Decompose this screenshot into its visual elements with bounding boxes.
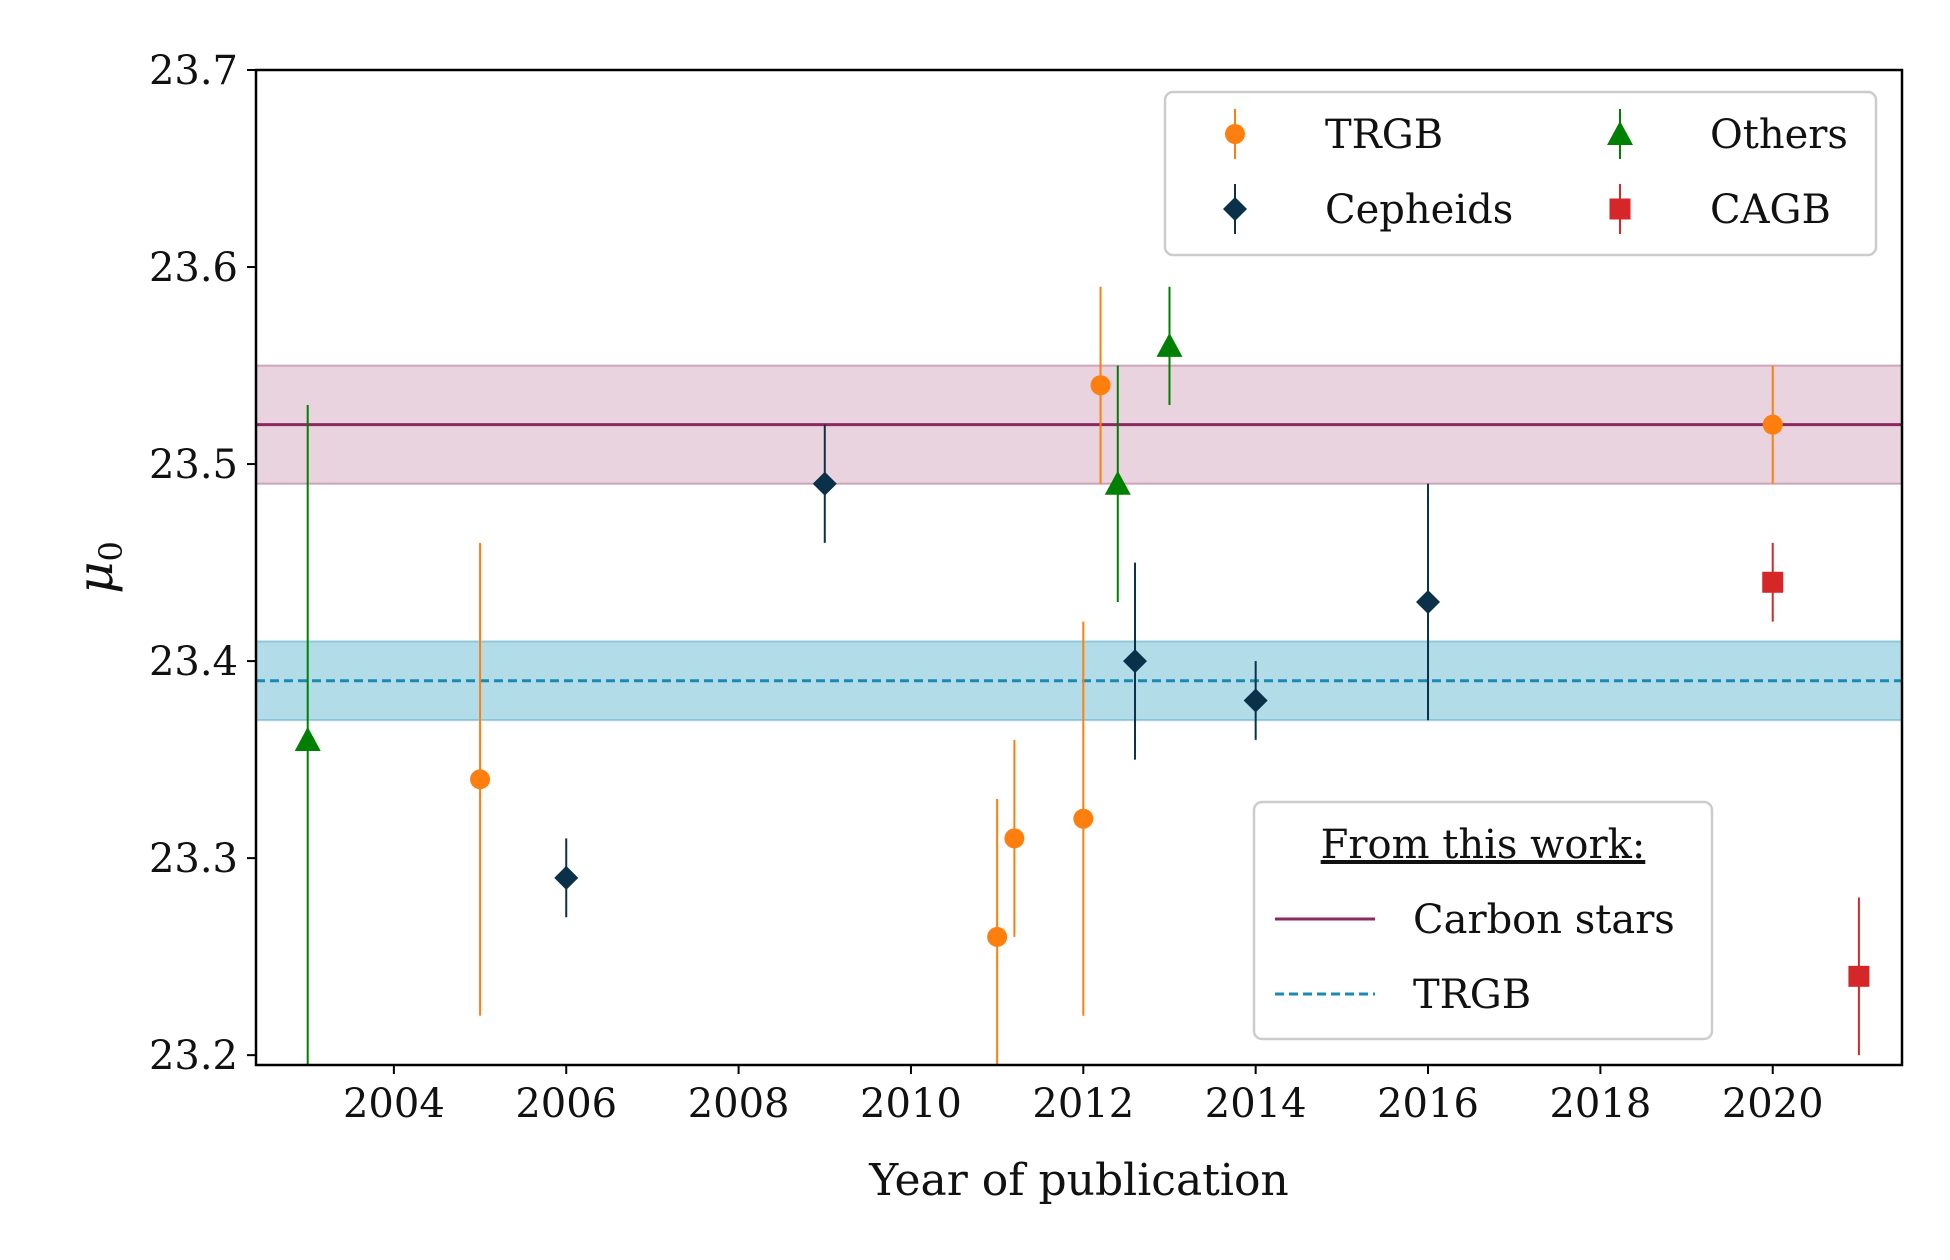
- legend-marker-trgb: [1225, 124, 1245, 144]
- axes-frame: [254, 68, 1904, 1067]
- marker-trgb-0: [470, 769, 491, 790]
- legend-entry-cepheids: Cepheids: [1223, 184, 1513, 234]
- x-tick-label: 2014: [1205, 1081, 1307, 1127]
- y-tick-label: 23.7: [149, 48, 238, 94]
- x-tick-label: 2012: [1032, 1081, 1134, 1127]
- legend-label-others: Others: [1710, 112, 1848, 158]
- plot-area: [256, 286, 1902, 1065]
- x-tick-label: 2016: [1377, 1081, 1479, 1127]
- legend-entry-carbon-stars: Carbon stars: [1275, 897, 1675, 943]
- legend-box: [1163, 90, 1878, 257]
- x-tick-label: 2010: [860, 1081, 962, 1127]
- marker-trgb-5: [1762, 414, 1783, 435]
- marker-cagb-1: [1848, 965, 1870, 987]
- legend-label-trgb: TRGB: [1325, 112, 1443, 158]
- point-trgb-1: [987, 799, 1008, 1065]
- point-cepheids-3: [1243, 661, 1268, 740]
- point-cepheids-1: [812, 424, 837, 543]
- legend-marker-cagb: [1609, 198, 1631, 220]
- marker-trgb-4: [1090, 375, 1111, 396]
- marker-trgb-2: [1004, 828, 1025, 849]
- legend-entry-trgb: TRGB: [1275, 972, 1531, 1018]
- y-tick-label: 23.5: [149, 442, 238, 488]
- legend-label-cagb: CAGB: [1710, 187, 1831, 233]
- marker-cepheids-1: [812, 471, 837, 496]
- point-cepheids-2: [1123, 562, 1148, 760]
- point-cepheids-4: [1416, 483, 1441, 721]
- x-axis-ticks: 2004 2006 2008 2010 2012 2014 2016 2018 2020: [343, 1065, 1824, 1127]
- point-cepheids-0: [554, 838, 579, 918]
- legend-marker-cepheids: [1223, 197, 1247, 221]
- x-tick-label: 2004: [343, 1081, 445, 1127]
- point-cagb-0: [1762, 542, 1784, 622]
- legend-entry-cagb: CAGB: [1609, 184, 1831, 234]
- marker-cagb-0: [1762, 571, 1784, 593]
- point-trgb-5: [1762, 365, 1783, 484]
- y-tick-label: 23.2: [149, 1033, 238, 1079]
- legend-label-cepheids: Cepheids: [1325, 187, 1513, 233]
- legend-title: From this work:: [1321, 822, 1646, 868]
- point-others-0: [294, 404, 321, 1065]
- legend-marker-others: [1607, 121, 1633, 146]
- marker-cepheids-3: [1243, 688, 1268, 713]
- y-axis-label: μ0: [66, 541, 130, 594]
- marker-trgb-3: [1073, 808, 1094, 829]
- marker-cepheids-0: [554, 865, 579, 890]
- legend-markers: TRGB Others Cepheids CAGB: [1163, 90, 1878, 257]
- marker-cepheids-4: [1416, 589, 1441, 614]
- marker-others-1: [1104, 470, 1131, 495]
- y-tick-label: 23.3: [149, 836, 238, 882]
- legend-entry-trgb: TRGB: [1225, 109, 1443, 159]
- point-trgb-2: [1004, 739, 1025, 937]
- point-others-1: [1104, 365, 1131, 602]
- point-trgb-4: [1090, 286, 1111, 484]
- legend-bands: From this work: Carbon stars TRGB: [1252, 800, 1714, 1041]
- x-tick-label: 2006: [515, 1081, 617, 1127]
- marker-cepheids-2: [1123, 649, 1148, 674]
- marker-others-0: [294, 726, 321, 751]
- legend-label-trgb: TRGB: [1413, 972, 1531, 1018]
- x-tick-label: 2018: [1549, 1081, 1651, 1127]
- y-axis-ticks: 23.2 23.3 23.4 23.5 23.6 23.7: [149, 48, 256, 1079]
- legend-label-carbon-stars: Carbon stars: [1413, 897, 1675, 943]
- x-axis-label: Year of publication: [868, 1155, 1289, 1206]
- y-tick-label: 23.4: [149, 639, 238, 685]
- point-cagb-1: [1848, 897, 1870, 1056]
- x-tick-label: 2008: [688, 1081, 790, 1127]
- legend-entry-others: Others: [1607, 109, 1848, 159]
- marker-others-2: [1156, 332, 1183, 357]
- marker-trgb-1: [987, 926, 1008, 947]
- legend-box: [1252, 800, 1714, 1041]
- point-trgb-3: [1073, 621, 1094, 1016]
- point-trgb-0: [470, 542, 491, 1016]
- point-others-2: [1156, 286, 1183, 405]
- y-tick-label: 23.6: [149, 245, 238, 291]
- x-tick-label: 2020: [1722, 1081, 1824, 1127]
